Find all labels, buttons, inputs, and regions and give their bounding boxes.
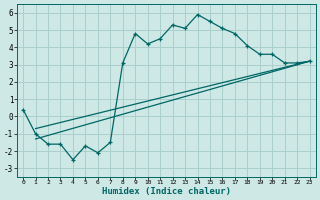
X-axis label: Humidex (Indice chaleur): Humidex (Indice chaleur)	[102, 187, 231, 196]
